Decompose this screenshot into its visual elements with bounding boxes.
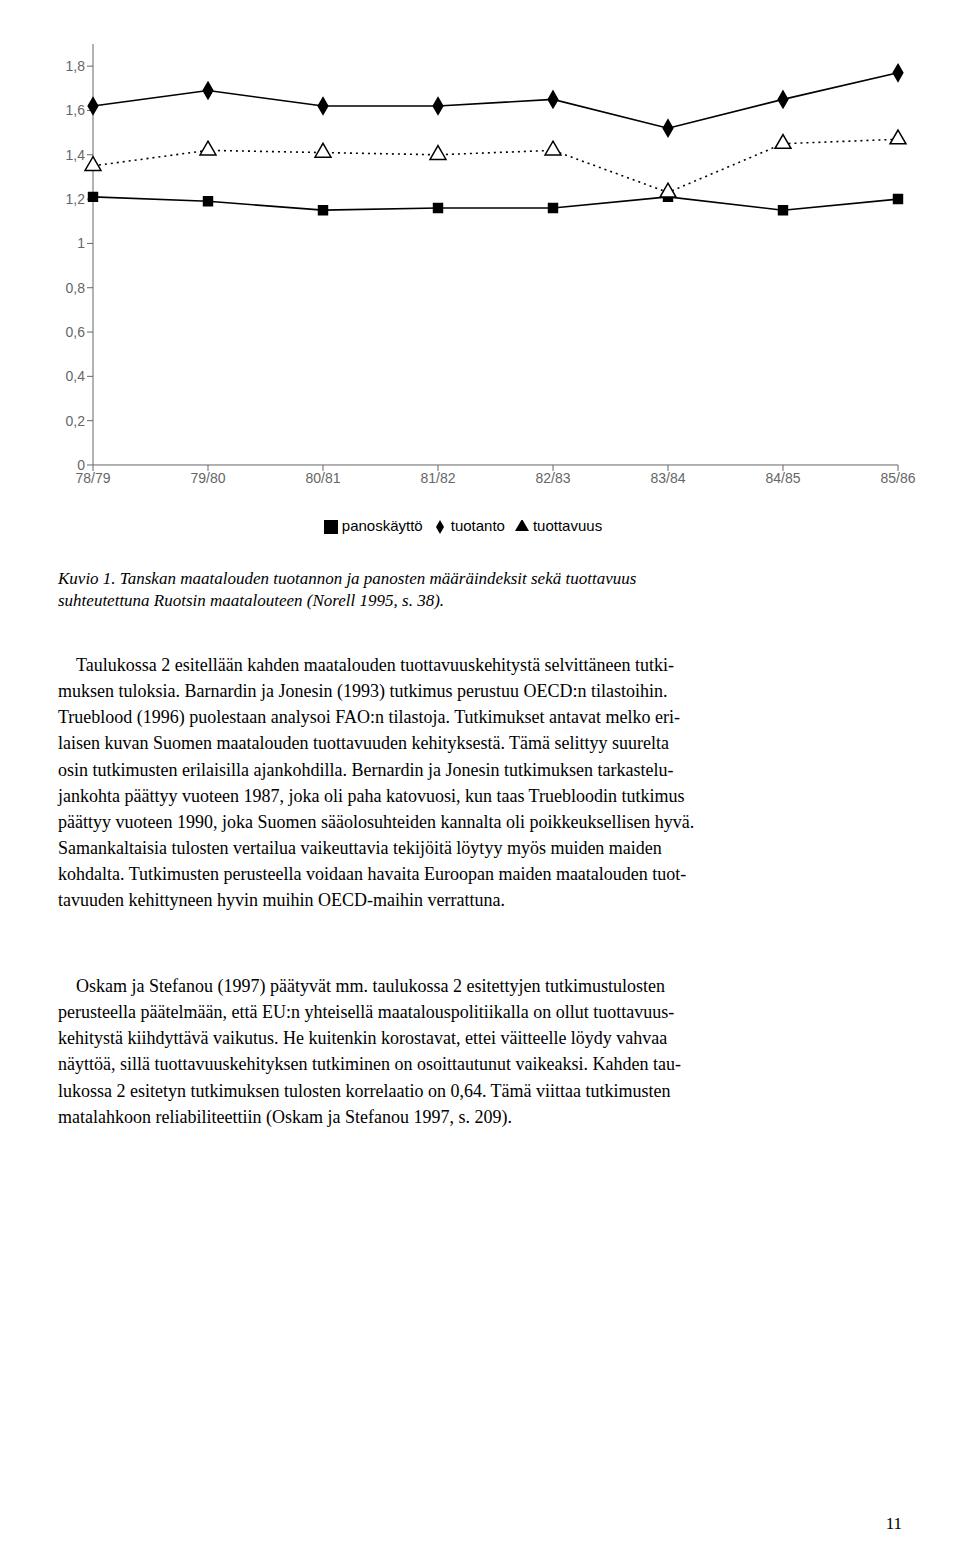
svg-text:82/83: 82/83 (535, 470, 570, 486)
svg-text:80/81: 80/81 (305, 470, 340, 486)
svg-text:79/80: 79/80 (190, 470, 225, 486)
html-text:Taulukossa 2 esitellään kahden: Taulukossa 2 esitellään kahden maataloud… (58, 655, 695, 910)
svg-text:85/86: 85/86 (880, 470, 915, 486)
svg-text:0,4: 0,4 (66, 368, 86, 384)
svg-text:0,2: 0,2 (66, 413, 86, 429)
html-text:Kuvio 1. Tanskan maatalouden t: Kuvio 1. Tanskan maatalouden tuotannon j… (58, 569, 637, 611)
svg-text:0,8: 0,8 (66, 280, 86, 296)
svg-text:81/82: 81/82 (420, 470, 455, 486)
svg-text:0,6: 0,6 (66, 324, 86, 340)
html-text:tuottavuus: tuottavuus (532, 517, 603, 534)
svg-text:1,4: 1,4 (66, 147, 86, 163)
html-text:11: 11 (885, 1514, 902, 1533)
svg-text:1,2: 1,2 (66, 191, 86, 207)
svg-text:83/84: 83/84 (650, 470, 685, 486)
svg-text:1,6: 1,6 (66, 102, 86, 118)
html-text:Oskam ja Stefanou (1997) pääty: Oskam ja Stefanou (1997) päätyvät mm. ta… (58, 976, 681, 1127)
html-text:tuotanto: tuotanto (450, 517, 505, 534)
svg-text:1,8: 1,8 (66, 58, 86, 74)
svg-text:78/79: 78/79 (75, 469, 111, 486)
svg-text:84/85: 84/85 (765, 470, 800, 486)
html-text:panoskäyttö: panoskäyttö (341, 517, 423, 534)
svg-text:0: 0 (77, 457, 85, 473)
svg-text:1: 1 (77, 235, 85, 251)
